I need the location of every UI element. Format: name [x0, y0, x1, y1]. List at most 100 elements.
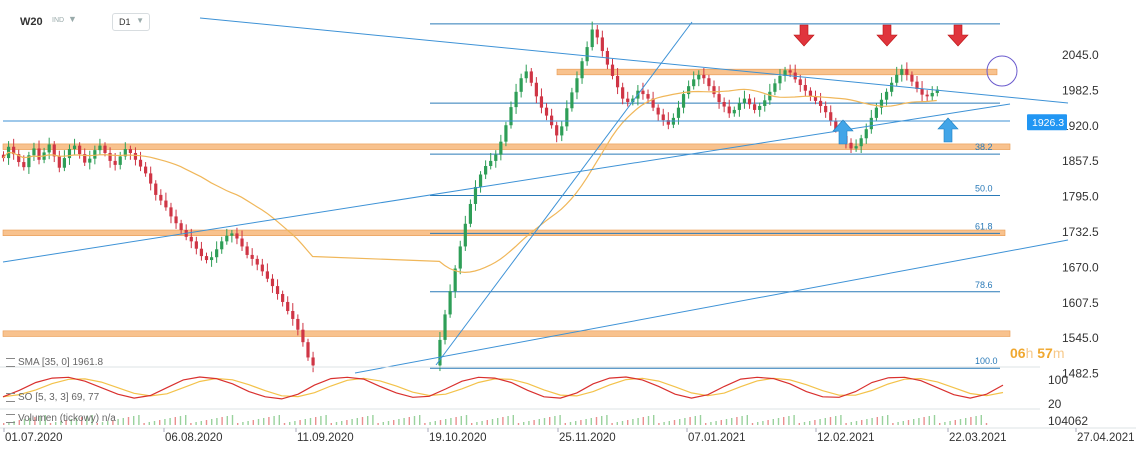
time-tick-label: 19.10.2020: [429, 432, 487, 444]
candle-body: [803, 85, 807, 91]
indicator-menu-icon[interactable]: [6, 357, 15, 367]
volume-bar: [179, 416, 182, 425]
candle-body: [67, 149, 72, 159]
candle-body: [57, 156, 61, 168]
candle-body: [722, 102, 726, 107]
indicator-menu-icon[interactable]: [6, 413, 15, 423]
volume-bar: [507, 416, 509, 425]
volume-bar: [278, 415, 280, 425]
candle-body: [580, 61, 584, 79]
trendline: [354, 239, 1069, 374]
volume-bar: [91, 415, 93, 425]
volume-bar: [528, 421, 530, 425]
candle-body: [519, 78, 523, 92]
volume-bar: [398, 419, 400, 425]
volume-bar: [237, 423, 239, 425]
volume-bar: [965, 418, 967, 425]
candle-body: [707, 78, 711, 87]
candle-body: [874, 107, 878, 118]
candle-body: [1, 154, 6, 159]
volume-bar: [985, 423, 988, 425]
volume-bar: [876, 417, 878, 425]
volume-bar: [304, 419, 306, 425]
candle-body: [306, 342, 310, 358]
candle-body: [494, 154, 498, 161]
candle-body: [879, 99, 884, 108]
volume-bar: [819, 419, 821, 425]
volume-bar: [533, 420, 535, 425]
support-arrow-up-icon: [832, 119, 854, 145]
volume-bar: [372, 415, 374, 425]
symbol-name[interactable]: W20: [20, 16, 43, 28]
candle-body: [687, 86, 691, 95]
candle-body: [763, 100, 767, 106]
indicator-menu-icon[interactable]: [6, 392, 15, 402]
candle-body: [813, 96, 818, 101]
candle-body: [194, 241, 198, 249]
candle-body: [159, 194, 163, 201]
volume-bar: [190, 423, 192, 425]
resistance-zone: [2, 229, 1006, 236]
volume-bar: [975, 416, 977, 425]
volume-bar: [413, 416, 416, 425]
time-tick-label: 06.08.2020: [165, 432, 223, 444]
time-tick-label: 27.04.2021: [1077, 432, 1135, 444]
volume-legend[interactable]: Volumen (tickowy) n/a: [6, 413, 116, 424]
candle-body: [113, 160, 117, 165]
candle-body: [544, 107, 549, 116]
volume-bar: [632, 419, 634, 425]
candle-body: [275, 286, 280, 295]
stochastic-legend[interactable]: SO [5, 3, 3] 69, 77: [6, 392, 99, 403]
countdown-minutes: 57: [1037, 345, 1053, 361]
sma-legend[interactable]: SMA [35, 0] 1961.8: [6, 357, 103, 368]
volume-bar: [325, 415, 327, 425]
volume-bar: [491, 419, 494, 425]
candle-body: [884, 91, 889, 100]
timeframe-value: D1: [119, 17, 131, 27]
candle-body: [935, 89, 939, 93]
candle-body: [245, 246, 249, 255]
volume-bar: [382, 422, 384, 425]
volume-bar: [221, 417, 223, 425]
candle-body: [712, 86, 716, 95]
candle-body: [905, 69, 909, 75]
candle-countdown: 06h 57m: [1010, 345, 1065, 361]
candle-body: [164, 200, 168, 208]
volume-bar: [13, 421, 15, 425]
volume-bar: [335, 422, 338, 425]
candle-body: [676, 107, 681, 118]
candle-body: [27, 155, 31, 168]
volume-bar: [450, 418, 452, 425]
volume-bar: [569, 422, 572, 425]
symbol-chevron-down-icon[interactable]: ▼: [68, 14, 77, 24]
volume-bar: [309, 418, 312, 425]
volume-bar: [907, 420, 910, 425]
candle-body: [22, 162, 26, 168]
candle-body: [311, 357, 315, 366]
candle-body: [539, 96, 544, 108]
timeframe-select[interactable]: D1 ▼: [112, 13, 150, 31]
volume-bar: [294, 421, 296, 425]
volume-bar: [29, 418, 31, 425]
volume-bar: [933, 415, 936, 425]
volume-bar: [663, 422, 665, 425]
volume-bar: [601, 416, 603, 425]
volume-bar: [949, 421, 951, 425]
fibonacci-level-label: 100.0: [975, 356, 998, 366]
volume-bar: [809, 421, 811, 425]
volume-bar: [715, 421, 717, 425]
volume-bar: [429, 422, 431, 425]
volume-bar: [39, 416, 41, 425]
candle-body: [149, 173, 153, 184]
candle-body: [666, 120, 670, 125]
volume-bar: [798, 423, 800, 425]
volume-bar: [257, 419, 260, 425]
arrow-shape: [793, 24, 815, 47]
timeframe-chevron-down-icon: ▼: [136, 16, 144, 25]
volume-bar: [944, 422, 946, 425]
volume-bar: [455, 417, 457, 425]
stochastic-k-line: [2, 376, 1004, 400]
candle-body: [915, 81, 919, 89]
stochastic-d-line: [2, 377, 1004, 398]
